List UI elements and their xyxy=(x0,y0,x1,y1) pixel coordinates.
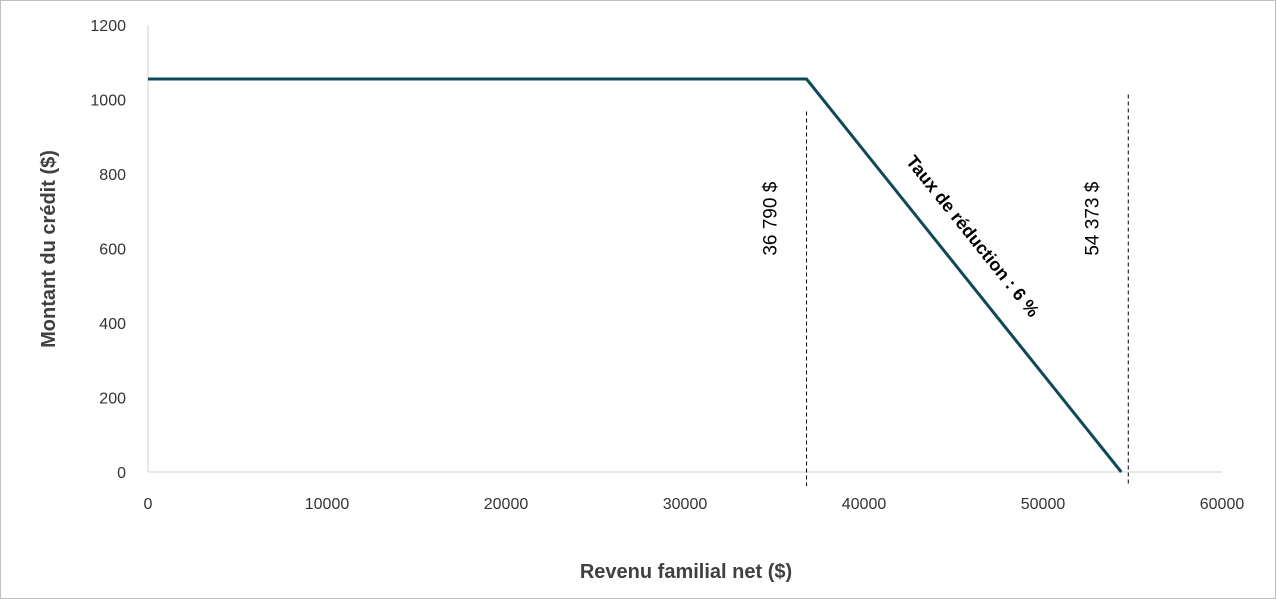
slope-annotation: Taux de réduction : 6 % xyxy=(902,152,1043,321)
x-tick-label: 50000 xyxy=(1021,496,1066,513)
reference-lines: 36 790 $ 54 373 $ xyxy=(761,94,1129,486)
reference-line-label: 36 790 $ xyxy=(761,181,782,255)
x-tick-label: 60000 xyxy=(1200,496,1245,513)
y-tick-label: 0 xyxy=(117,465,126,482)
y-tick-label: 800 xyxy=(99,167,126,184)
x-tick-label: 40000 xyxy=(842,496,887,513)
x-tick-label: 30000 xyxy=(663,496,708,513)
reference-line-label: 54 373 $ xyxy=(1082,181,1103,255)
series-lines xyxy=(148,77,1123,473)
annotations: Taux de réduction : 6 % xyxy=(902,152,1043,321)
y-tick-label: 1000 xyxy=(90,93,126,110)
y-axis-title: Montant du crédit ($) xyxy=(38,150,60,348)
x-tick-label: 10000 xyxy=(305,496,350,513)
tick-labels: 0 10000 20000 30000 40000 50000 60000 0 200 400 60… xyxy=(90,18,1244,513)
x-tick-label: 20000 xyxy=(484,496,529,513)
x-axis-title: Revenu familial net ($) xyxy=(580,561,792,583)
axes xyxy=(147,25,1222,473)
y-tick-label: 200 xyxy=(99,391,126,408)
y-tick-label: 600 xyxy=(99,242,126,259)
series-line xyxy=(148,77,1123,473)
y-tick-label: 1200 xyxy=(90,18,126,35)
y-tick-label: 400 xyxy=(99,316,126,333)
x-tick-label: 0 xyxy=(144,496,153,513)
